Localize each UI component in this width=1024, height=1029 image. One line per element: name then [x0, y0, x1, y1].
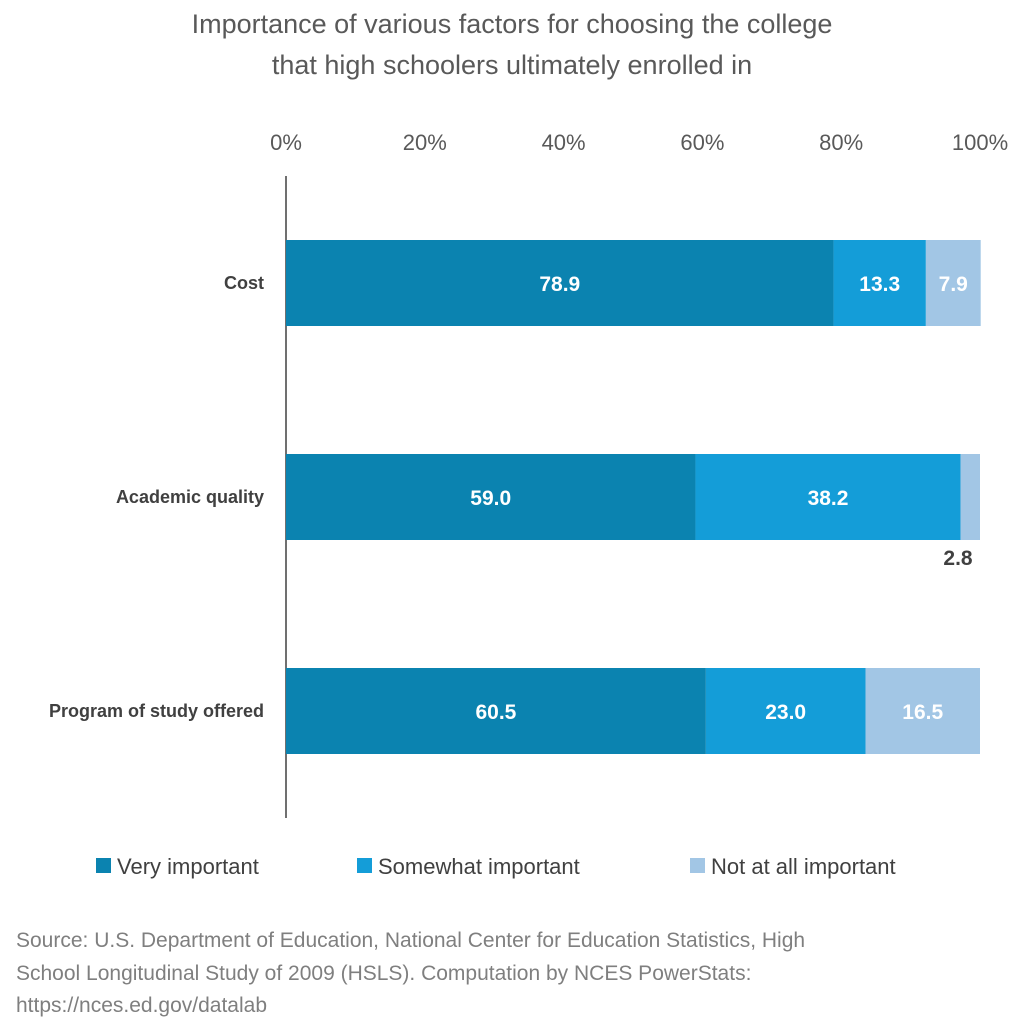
data-label: 2.8: [943, 547, 973, 570]
bar-segment-not-at-all-important: [960, 454, 980, 540]
legend-swatch: [690, 858, 705, 873]
source-line: https://nces.ed.gov/datalab: [16, 994, 267, 1017]
source-note: Source: U.S. Department of Education, Na…: [16, 929, 805, 1017]
data-label: 7.9: [939, 273, 968, 296]
data-label: 59.0: [470, 487, 511, 510]
legend: Very important Somewhat important Not at a…: [96, 854, 896, 879]
x-tick-label: 20%: [403, 130, 447, 155]
category-label: Cost: [224, 273, 264, 293]
source-line: Source: U.S. Department of Education, Na…: [16, 929, 805, 952]
x-tick-label: 80%: [819, 130, 863, 155]
legend-swatch: [357, 858, 372, 873]
bar-segment-very-important: [286, 668, 706, 754]
data-label: 60.5: [475, 701, 516, 724]
x-tick-label: 40%: [542, 130, 586, 155]
x-tick-label: 60%: [680, 130, 724, 155]
data-label: 13.3: [859, 273, 900, 296]
bar-segment-not-at-all-important: [925, 240, 981, 326]
chart-title: Importance of various factors for choosi…: [192, 9, 833, 80]
bar-segment-somewhat-important: [833, 240, 926, 326]
legend-swatch: [96, 858, 111, 873]
x-tick-label: 0%: [270, 130, 302, 155]
bar-segment-not-at-all-important: [865, 668, 980, 754]
chart-title-line-1: Importance of various factors for choosi…: [192, 9, 833, 39]
legend-label: Somewhat important: [378, 854, 580, 879]
bar-segment-very-important: [286, 454, 696, 540]
data-label: 23.0: [765, 701, 806, 724]
x-axis-tick-labels: 0% 20% 40% 60% 80% 100%: [270, 130, 1008, 155]
category-label: Academic quality: [116, 487, 264, 507]
source-line: School Longitudinal Study of 2009 (HSLS)…: [16, 962, 751, 985]
category-labels: Cost Academic quality Program of study off…: [49, 273, 264, 721]
bar-segment-very-important: [286, 240, 834, 326]
category-label: Program of study offered: [49, 701, 264, 721]
bar-segment-somewhat-important: [695, 454, 961, 540]
chart-title-line-2: that high schoolers ultimately enrolled …: [272, 50, 752, 80]
data-label: 38.2: [808, 487, 849, 510]
bars: 78.9 13.3 7.9 59.0 38.2 2.8 60.5 23.0 16.5: [286, 240, 981, 754]
data-label: 78.9: [539, 273, 580, 296]
x-tick-label: 100%: [952, 130, 1008, 155]
bar-segment-somewhat-important: [705, 668, 866, 754]
legend-label: Very important: [117, 854, 259, 879]
data-label: 16.5: [902, 701, 943, 724]
legend-label: Not at all important: [711, 854, 896, 879]
